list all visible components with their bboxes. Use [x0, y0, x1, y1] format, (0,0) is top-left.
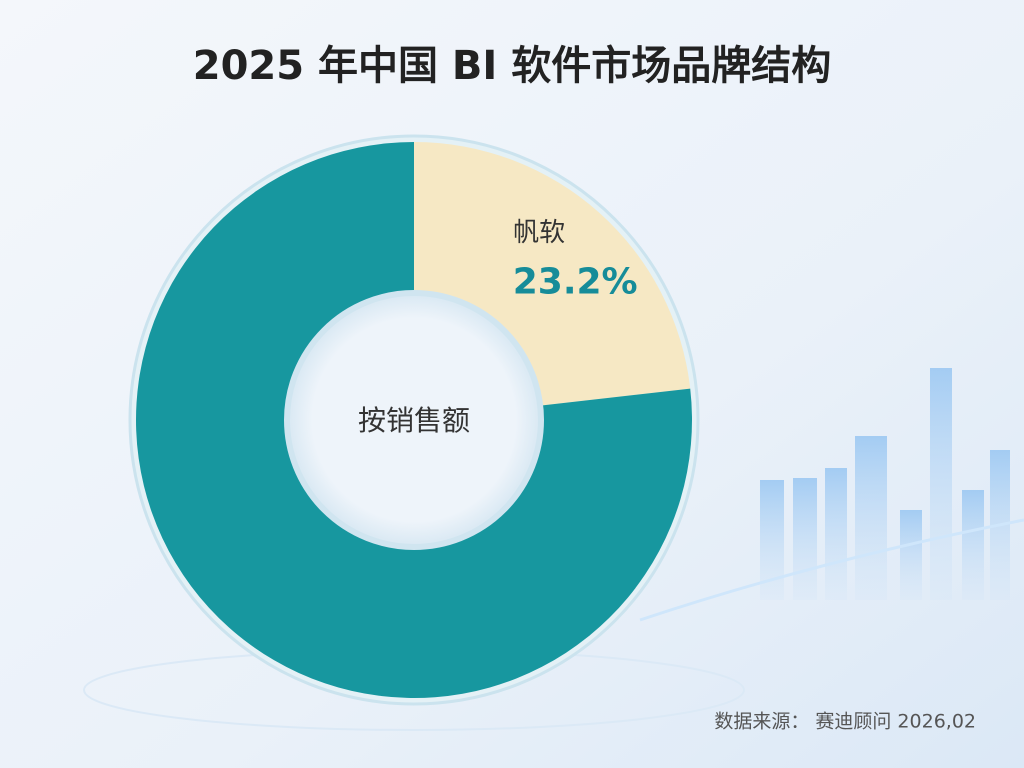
center-label: 按销售额 — [358, 404, 470, 437]
donut-slice — [136, 142, 692, 699]
chart-title: 2025 年中国 BI 软件市场品牌结构 — [193, 43, 831, 89]
value-label: 23.2% — [513, 262, 638, 303]
decoration — [83, 368, 1024, 731]
source: 数据来源： 赛迪顾问 2026,02 — [714, 711, 976, 733]
donut-slice — [414, 142, 691, 406]
donut-hole — [284, 290, 544, 550]
slice-label: 帆软 — [513, 218, 565, 248]
